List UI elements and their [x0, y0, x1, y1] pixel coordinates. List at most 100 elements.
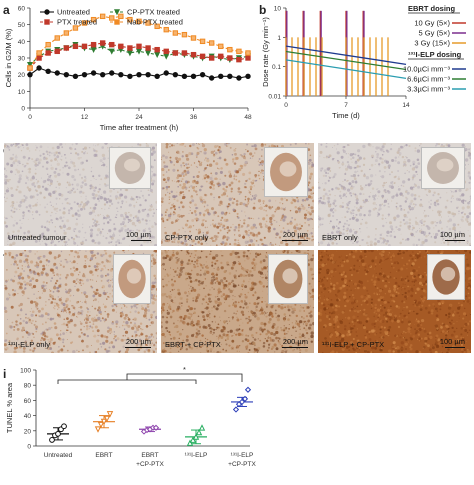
- data-point: [72, 43, 79, 50]
- data-point: [97, 421, 105, 429]
- legend-label: 5 Gy (5×): [419, 29, 451, 38]
- data-point: [81, 43, 88, 50]
- data-point: [236, 48, 242, 55]
- y-tick-label: 60: [24, 398, 32, 405]
- legend-label: 6.6µCi mm⁻³: [407, 75, 450, 84]
- data-point: [199, 71, 206, 78]
- legend-label: 10 Gy (5×): [414, 19, 450, 28]
- data-point: [36, 50, 42, 56]
- data-point: [195, 428, 203, 436]
- y-tick-label: 1: [277, 35, 281, 42]
- y-tick-label: 60: [18, 6, 26, 13]
- data-point: [163, 26, 169, 33]
- data-point: [154, 51, 161, 58]
- legend-marker: [44, 19, 50, 25]
- micrograph-label: EBRT + CP-PTX: [165, 340, 221, 349]
- panel-letter-i: i: [3, 367, 7, 381]
- legend-marker: [44, 9, 50, 15]
- data-point: [26, 61, 34, 68]
- data-point: [127, 45, 133, 51]
- data-point: [245, 50, 251, 56]
- y-tick-label: 80: [24, 383, 32, 390]
- data-point: [136, 71, 142, 78]
- micrograph-label: ¹³¹I-ELP only: [8, 340, 50, 349]
- micrograph-label: ¹³¹I-ELP + CP-PTX: [322, 340, 385, 349]
- data-point: [189, 436, 197, 443]
- legend-label: Untreated: [57, 8, 90, 17]
- data-point: [45, 41, 51, 48]
- data-point: [54, 48, 60, 55]
- data-point: [109, 15, 115, 21]
- y-tick-label: 10: [18, 89, 26, 96]
- data-point: [163, 53, 170, 60]
- micrograph-d: CP-PTX only 200 µm: [161, 143, 314, 246]
- x-tick-label: 36: [190, 114, 198, 121]
- data-point: [163, 70, 169, 76]
- tissue-section-core: [436, 158, 454, 172]
- data-point: [172, 71, 179, 78]
- data-point: [63, 45, 70, 51]
- y-tick-label: 50: [18, 22, 26, 29]
- x-tick-label: ¹³¹I-ELP: [231, 452, 254, 459]
- micrograph-f: ¹³¹I-ELP only 200 µm: [4, 250, 157, 353]
- data-point: [127, 16, 133, 23]
- legend-title-elp: ¹³¹I-ELP dosing: [408, 50, 462, 59]
- data-point: [172, 50, 179, 56]
- y-tick-label: 30: [18, 56, 26, 63]
- y-tick-label: 0: [21, 106, 25, 113]
- legend-label: 10.0µCi mm⁻³: [403, 65, 451, 74]
- x-axis-label: Time after treatment (h): [100, 123, 179, 132]
- data-point: [199, 53, 206, 60]
- data-point: [136, 18, 142, 25]
- data-point: [81, 71, 88, 78]
- data-point: [218, 43, 224, 50]
- micrograph-label: Untreated tumour: [8, 233, 67, 242]
- data-point: [208, 40, 215, 46]
- data-point: [198, 424, 206, 431]
- decay-line: [285, 45, 407, 65]
- data-point: [118, 71, 124, 78]
- data-point: [106, 411, 114, 418]
- x-tick-label: 7: [344, 102, 348, 109]
- x-tick-label: EBRT: [95, 452, 112, 459]
- data-point: [81, 20, 88, 26]
- decay-line: [285, 50, 407, 71]
- legend-label: Nab PTX treated: [127, 18, 183, 27]
- data-point: [227, 73, 233, 80]
- y-tick-label: 0.01: [268, 94, 281, 101]
- data-point: [238, 398, 246, 406]
- legend-marker: [113, 9, 121, 16]
- significance-bracket: [126, 373, 243, 382]
- x-axis-label: Time (d): [332, 111, 360, 120]
- tissue-section-core: [279, 161, 297, 177]
- tumour-section-inset: [427, 254, 465, 300]
- data-point: [36, 65, 42, 71]
- y-tick-label: 0.1: [272, 64, 281, 71]
- data-point: [109, 41, 115, 48]
- data-point: [61, 423, 67, 430]
- data-point: [181, 73, 188, 80]
- data-point: [227, 55, 233, 61]
- data-point: [90, 16, 97, 23]
- y-axis-label: TUNEL % area: [5, 382, 14, 433]
- y-tick-label: 20: [18, 72, 26, 79]
- data-point: [109, 70, 115, 76]
- y-tick-label: 40: [18, 39, 26, 46]
- legend-title-ebrt: EBRT dosing: [408, 4, 455, 13]
- data-point: [172, 30, 179, 36]
- data-point: [49, 437, 55, 443]
- data-point: [245, 73, 251, 80]
- data-point: [163, 48, 169, 55]
- data-point: [192, 433, 200, 440]
- data-point: [55, 430, 61, 437]
- micrograph-label: CP-PTX only: [165, 233, 209, 242]
- chart-i: 0 20 40 60 80 100 TUNEL % area Untreated EBRT EBR…: [5, 365, 256, 468]
- data-point: [145, 20, 151, 26]
- x-tick-label: 14: [402, 102, 410, 109]
- data-point: [118, 13, 124, 20]
- data-point: [227, 46, 233, 53]
- tumour-section-inset: [268, 254, 308, 304]
- micrograph-h: ¹³¹I-ELP + CP-PTX 100 µm: [318, 250, 471, 353]
- data-point: [72, 73, 79, 80]
- legend-label: CP-PTX treated: [127, 8, 180, 17]
